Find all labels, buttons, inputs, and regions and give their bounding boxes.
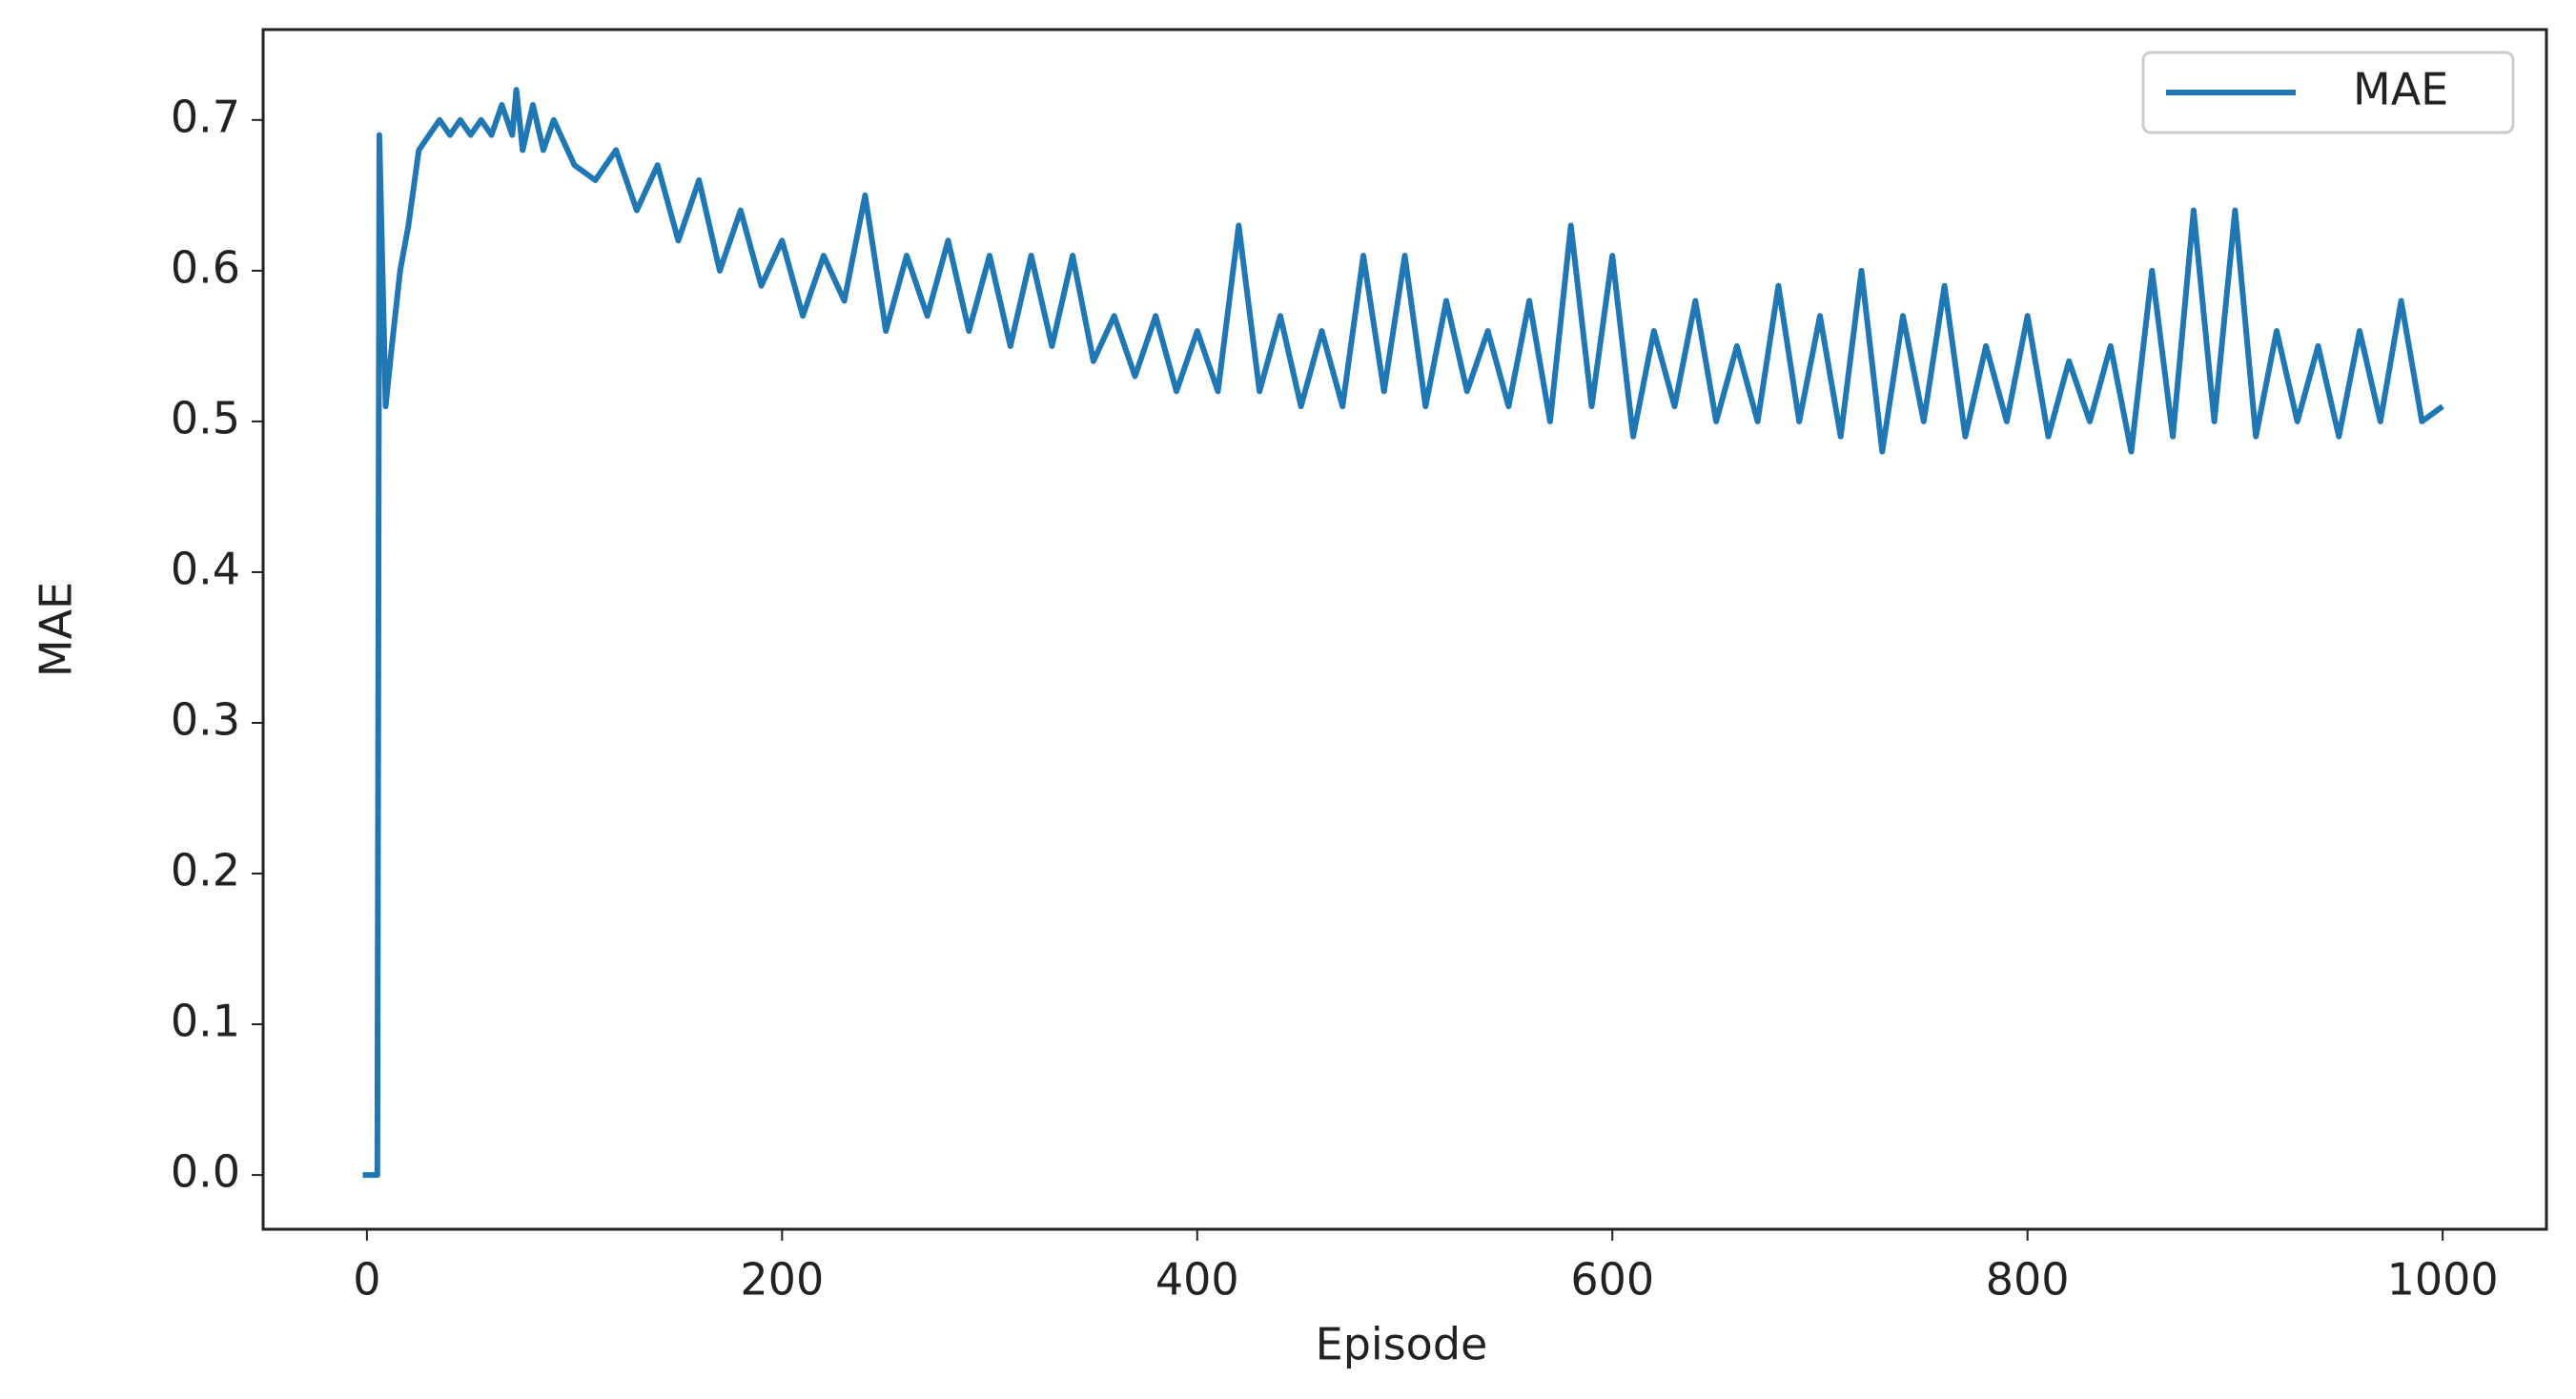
legend-label: MAE: [2353, 64, 2448, 115]
x-axis-label: Episode: [1316, 1319, 1488, 1370]
y-tick-label: 0.4: [171, 543, 240, 594]
x-tick-label: 200: [740, 1254, 824, 1306]
y-tick-label: 0.1: [171, 996, 240, 1047]
y-tick-label: 0.7: [171, 91, 240, 142]
x-tick-label: 400: [1155, 1254, 1239, 1306]
x-tick-label: 1000: [2387, 1254, 2499, 1306]
y-tick-label: 0.2: [171, 845, 240, 896]
y-tick-label: 0.0: [171, 1146, 240, 1198]
y-tick-label: 0.5: [171, 392, 240, 443]
y-tick-label: 0.6: [171, 241, 240, 293]
y-axis-label: MAE: [31, 582, 82, 677]
x-tick-label: 0: [353, 1254, 380, 1306]
y-tick-label: 0.3: [171, 693, 240, 745]
data-line: [362, 87, 2444, 1179]
x-tick-label: 600: [1570, 1254, 1654, 1306]
x-tick-label: 800: [1986, 1254, 2070, 1306]
plot-frame: [261, 28, 2548, 1231]
legend-box: [2141, 51, 2515, 134]
